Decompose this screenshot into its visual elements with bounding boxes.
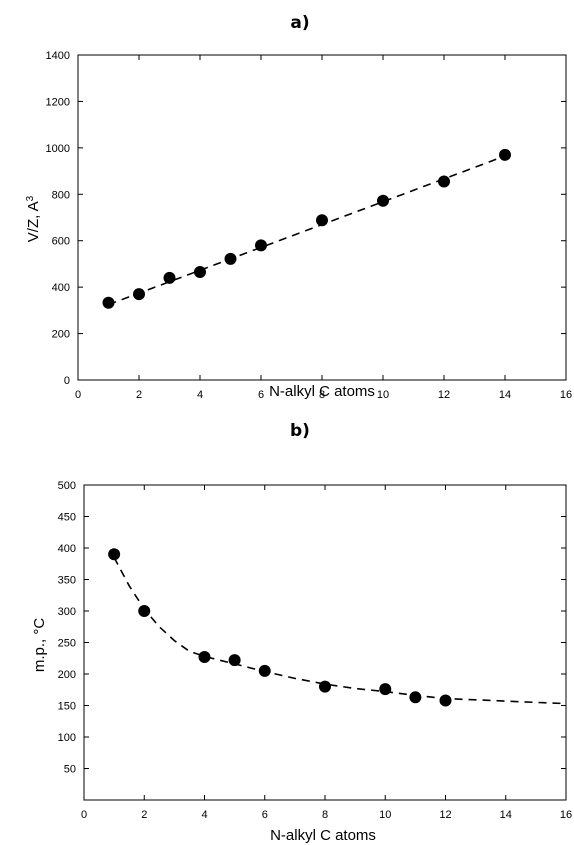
b-y-tick-label: 500: [58, 480, 76, 492]
b-x-tick-label: 0: [81, 809, 87, 821]
a-x-tick-label: 16: [560, 389, 572, 401]
panel-a-y-axis-title-main: V/Z, A: [25, 201, 42, 242]
panel-b-y-axis-title: m.p., °C: [31, 618, 48, 673]
b-data-point: [319, 680, 331, 693]
a-x-tick-label: 2: [136, 389, 142, 401]
b-x-tick-label: 2: [141, 809, 147, 821]
a-y-tick-label: 1400: [46, 50, 70, 62]
a-data-point: [102, 296, 115, 309]
b-y-tick-label: 200: [58, 669, 76, 681]
panel-b-data-points: [108, 548, 452, 707]
panel-b-y-axis: 50 100 150 200 250 300 350 400 450 500: [58, 480, 566, 776]
a-y-tick-label: 400: [52, 282, 70, 294]
a-data-point: [224, 252, 237, 265]
b-data-point: [439, 694, 452, 707]
a-data-point: [163, 271, 176, 284]
b-y-tick-label: 350: [58, 575, 76, 587]
b-y-tick-label: 450: [58, 512, 76, 524]
a-data-point: [438, 175, 450, 188]
panel-a-data-points: [102, 148, 511, 309]
b-y-tick-label: 400: [58, 543, 76, 555]
a-x-tick-label: 6: [258, 389, 264, 401]
b-x-tick-label: 10: [379, 809, 391, 821]
a-y-tick-label: 1200: [46, 96, 70, 108]
panel-a-y-axis-title: V/Z, A3: [25, 195, 43, 242]
b-data-point: [258, 664, 271, 677]
b-x-tick-label: 6: [262, 809, 268, 821]
b-y-tick-label: 100: [58, 732, 76, 744]
panel-b-x-axis: 0 2 4 6 8 10 12 14 16: [81, 485, 572, 821]
panel-a-y-axis-title-superscript: 3: [25, 195, 36, 201]
b-y-tick-label: 300: [58, 606, 76, 618]
panel-a-x-axis-title: N-alkyl C atoms: [269, 383, 375, 400]
a-data-point: [194, 266, 206, 279]
a-data-point: [316, 214, 328, 227]
a-y-tick-label: 600: [52, 236, 70, 248]
panel-b: b) 50 100 150 200 250 300 350 400 450 500 0 2 4 6 8 10…: [31, 421, 572, 844]
a-x-tick-label: 0: [75, 389, 81, 401]
panel-b-plot-frame: [83, 484, 567, 801]
panel-a-label: a): [290, 13, 309, 33]
b-data-point: [198, 650, 211, 663]
a-data-point: [377, 194, 389, 207]
a-x-tick-label: 8: [319, 389, 325, 401]
a-data-point: [133, 288, 145, 301]
b-data-point: [379, 683, 392, 696]
b-x-tick-label: 16: [560, 809, 572, 821]
b-x-tick-label: 8: [322, 809, 328, 821]
b-y-tick-label: 150: [58, 701, 76, 713]
a-x-tick-label: 10: [377, 389, 389, 401]
a-y-tick-label: 200: [52, 329, 70, 341]
b-y-tick-label: 50: [64, 764, 76, 776]
a-y-tick-label: 1000: [46, 143, 70, 155]
b-x-tick-label: 14: [500, 809, 512, 821]
a-x-tick-label: 4: [197, 389, 203, 401]
a-data-point: [499, 148, 511, 161]
a-x-tick-label: 12: [438, 389, 450, 401]
a-x-tick-label: 14: [499, 389, 511, 401]
panel-b-label: b): [290, 421, 310, 441]
b-data-point: [409, 691, 422, 704]
b-x-tick-label: 12: [439, 809, 451, 821]
panel-b-fit-line: [113, 557, 567, 705]
panel-a: a) 0 200 400 600 800 1000 1200 1400 0 2 4 6 8 10 12 14…: [25, 13, 573, 401]
a-data-point: [255, 239, 267, 252]
b-data-point: [138, 605, 151, 617]
a-y-tick-label: 800: [52, 189, 70, 201]
b-x-tick-label: 4: [201, 809, 207, 821]
panel-a-x-axis: 0 2 4 6 8 10 12 14 16: [75, 55, 572, 401]
b-y-tick-label: 250: [58, 638, 76, 650]
b-data-point: [228, 654, 241, 667]
panel-a-y-axis: 0 200 400 600 800 1000 1200 1400: [46, 50, 566, 387]
b-data-point: [108, 548, 121, 561]
a-y-tick-label: 0: [64, 375, 70, 387]
panel-b-x-axis-title: N-alkyl C atoms: [270, 827, 376, 844]
